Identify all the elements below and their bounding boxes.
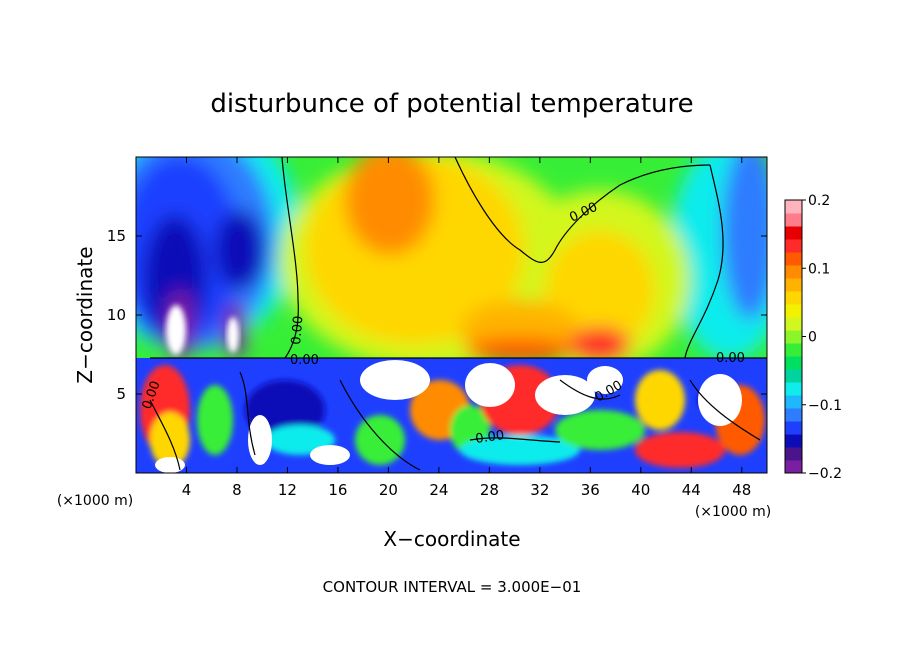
colorbar-swatch bbox=[785, 408, 802, 422]
colorbar-tick-label: −0.1 bbox=[808, 398, 842, 414]
x-tick-label: 48 bbox=[732, 481, 751, 499]
x-tick-label: 20 bbox=[379, 481, 398, 499]
plot-area: 0.00 0.00 0.00 0.00 0.00 0.00 0.00 bbox=[136, 157, 767, 473]
y-tick-label: 5 bbox=[116, 385, 126, 403]
colorbar-swatch bbox=[785, 291, 802, 305]
colorbar-tick-label: 0.2 bbox=[808, 193, 830, 209]
colorbar-swatch bbox=[785, 330, 802, 344]
colorbar-swatch bbox=[785, 343, 802, 357]
colorbar-swatch bbox=[785, 226, 802, 240]
x-tick-label: 4 bbox=[182, 481, 192, 499]
colorbar: 0.2 0.1 0 −0.1 −0.2 bbox=[784, 193, 842, 482]
colorbar-swatch bbox=[785, 200, 802, 214]
x-tick-label: 12 bbox=[278, 481, 297, 499]
colorbar-tick-label: 0 bbox=[808, 330, 817, 346]
colorbar-swatch bbox=[785, 317, 802, 331]
colorbar-swatch bbox=[785, 265, 802, 279]
colorbar-tick-label: −0.2 bbox=[808, 466, 842, 482]
colorbar-swatch bbox=[785, 382, 802, 396]
chart-title: disturbunce of potential temperature bbox=[210, 89, 693, 119]
contour-label: 0.00 bbox=[716, 351, 745, 366]
colorbar-swatch bbox=[785, 356, 802, 370]
contour-label: 0.00 bbox=[474, 428, 505, 447]
x-tick-label: 8 bbox=[232, 481, 242, 499]
x-tick-label: 16 bbox=[328, 481, 347, 499]
y-axis: 5 10 15 bbox=[107, 227, 767, 403]
x-tick-label: 32 bbox=[530, 481, 549, 499]
colorbar-swatch bbox=[785, 252, 802, 266]
x-unit-right: (×1000 m) bbox=[695, 504, 771, 520]
x-axis-label: X−coordinate bbox=[383, 527, 520, 551]
x-axis: 4 8 12 16 20 24 28 32 36 40 44 48 bbox=[182, 157, 751, 499]
x-tick-label: 24 bbox=[429, 481, 448, 499]
y-tick-label: 10 bbox=[107, 306, 126, 324]
colorbar-swatch bbox=[785, 460, 802, 474]
y-axis-label: Z−coordinate bbox=[73, 246, 97, 383]
colorbar-swatch bbox=[785, 304, 802, 318]
x-tick-label: 40 bbox=[631, 481, 650, 499]
contour-label: 0.00 bbox=[289, 315, 306, 345]
x-unit-left: (×1000 m) bbox=[57, 493, 133, 509]
colorbar-swatch bbox=[785, 434, 802, 448]
colorbar-swatch bbox=[785, 447, 802, 461]
x-tick-label: 36 bbox=[581, 481, 600, 499]
lower-field bbox=[136, 358, 767, 473]
contour-label: 0.00 bbox=[290, 353, 319, 368]
colorbar-swatch bbox=[785, 421, 802, 435]
contour-lines bbox=[149, 157, 767, 471]
x-tick-label: 28 bbox=[480, 481, 499, 499]
colorbar-tick-label: 0.1 bbox=[808, 261, 830, 277]
colorbar-swatch bbox=[785, 395, 802, 409]
x-tick-label: 44 bbox=[682, 481, 701, 499]
y-tick-label: 15 bbox=[107, 227, 126, 245]
colorbar-swatch bbox=[785, 369, 802, 383]
contour-interval-note: CONTOUR INTERVAL = 3.000E−01 bbox=[323, 578, 582, 596]
colorbar-swatch bbox=[785, 278, 802, 292]
colorbar-swatch bbox=[785, 213, 802, 227]
colorbar-swatch bbox=[785, 239, 802, 253]
